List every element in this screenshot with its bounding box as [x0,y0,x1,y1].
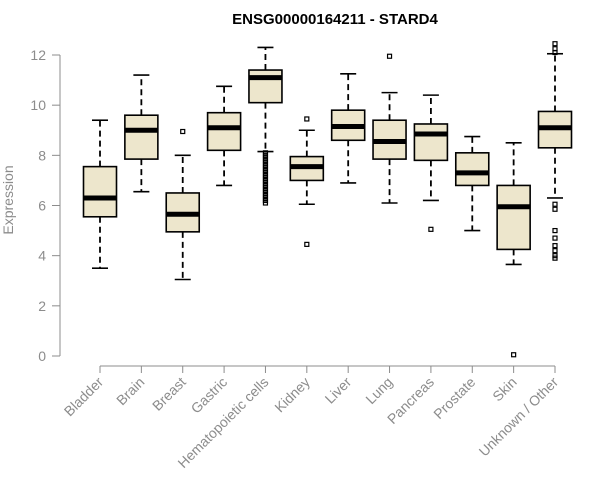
box-group [537,41,573,261]
y-tick-label: 12 [30,47,46,63]
outlier-point [262,200,269,206]
outlier-point [386,53,393,59]
outlier-point [180,128,186,135]
box-group [124,74,159,193]
box-group [248,46,283,206]
box-group [165,128,201,281]
outlier-point [304,241,310,247]
box-series [82,41,573,358]
box-group [454,135,490,232]
box-group [496,141,531,358]
x-tick-label: Kidney [271,374,313,416]
outlier-point [552,49,558,56]
outlier-point [552,255,558,261]
outlier-point [552,41,558,47]
x-tick-label: Lung [362,374,395,407]
outlier-point [552,243,558,249]
box-iqr [496,184,531,251]
outlier-point [511,352,517,358]
x-tick-label: Liver [322,374,355,407]
box-group [82,119,118,270]
outlier-point [428,226,434,232]
box-iqr [206,111,242,152]
y-tick-label: 4 [38,248,46,264]
y-axis-ticks: 0 2 4 6 8 10 12 [30,47,60,364]
box-group [413,94,449,232]
x-tick-label: Bladder [61,374,107,420]
outlier-point [552,206,558,212]
box-iqr [248,69,283,104]
y-axis-label: Expression [0,165,16,234]
outlier-point [552,235,558,241]
outlier-point [552,227,558,234]
x-tick-label: Breast [149,374,189,414]
x-tick-label: Prostate [430,374,478,422]
chart-title: ENSG00000164211 - STARD4 [232,11,438,28]
box-iqr [124,114,159,160]
x-tick-label: Skin [489,374,520,405]
box-iqr [82,165,118,218]
y-tick-label: 8 [38,147,46,163]
outlier-point [552,201,558,207]
box-group [289,116,325,247]
y-tick-label: 0 [38,348,46,364]
box-group [372,53,407,204]
y-tick-label: 10 [30,97,46,113]
outlier-point [304,116,310,122]
outlier-point [552,248,558,254]
box-group [330,73,366,184]
box-iqr [454,152,490,187]
x-tick-label: Unknown / Other [476,374,562,460]
y-tick-label: 6 [38,198,46,214]
box-iqr [413,123,449,162]
y-tick-label: 2 [38,298,46,314]
box-group [206,85,242,187]
x-tick-label: Brain [113,374,147,408]
